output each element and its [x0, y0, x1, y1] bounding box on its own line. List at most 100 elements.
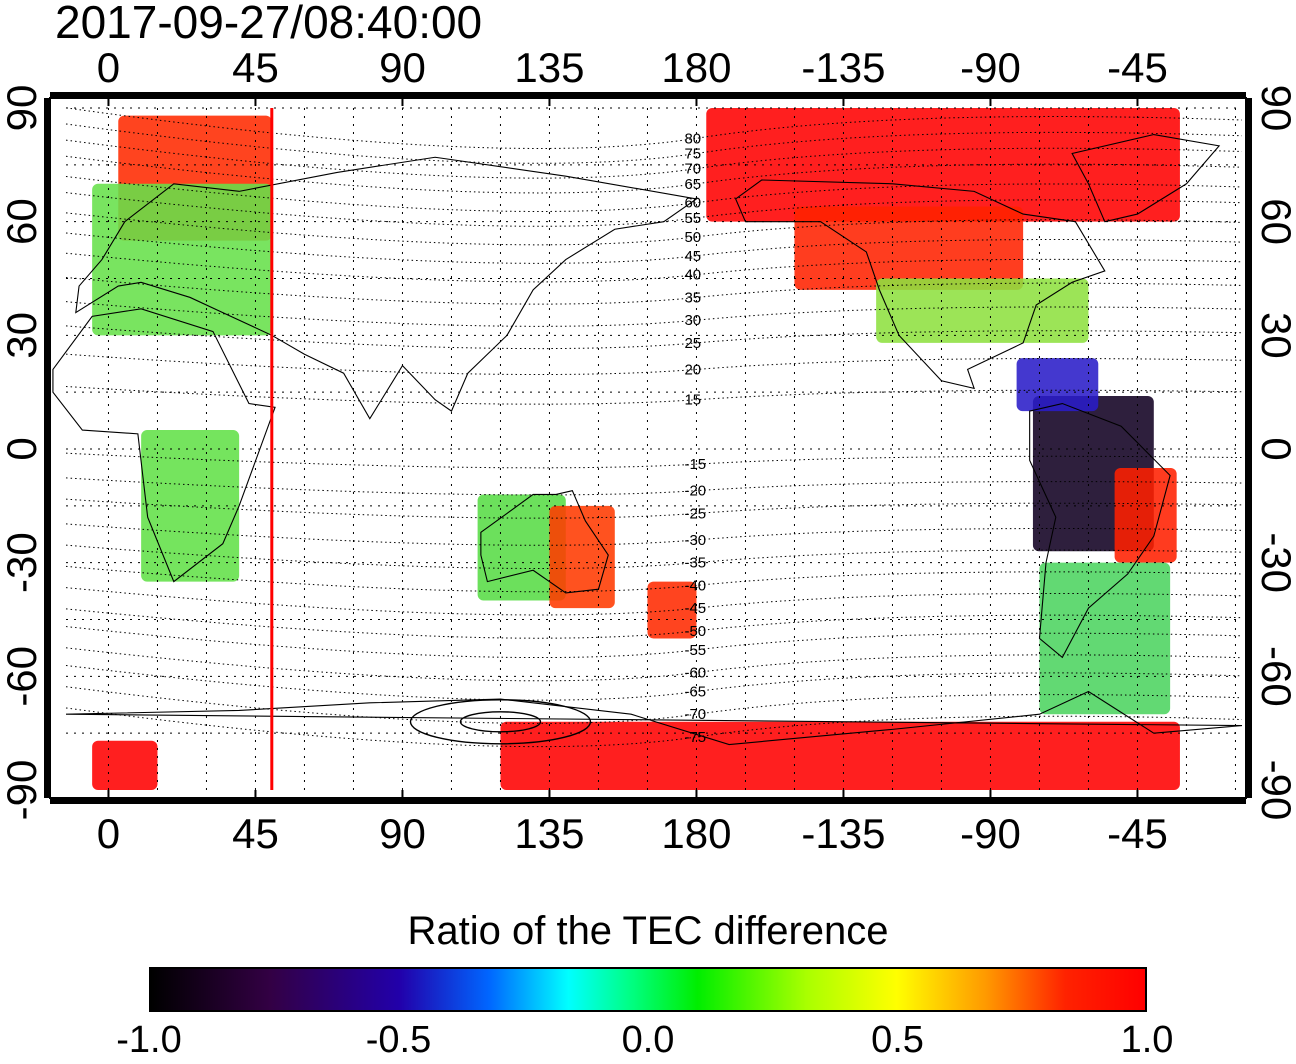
magnetic-latitude-label: 40	[684, 267, 701, 284]
magnetic-contour-line	[65, 155, 1243, 194]
colorbar-title: Ratio of the TEC difference	[407, 909, 889, 953]
top-lon-label: -45	[1107, 44, 1168, 91]
magnetic-latitude-label: -65	[684, 683, 706, 700]
magnetic-latitude-label: 45	[684, 248, 701, 265]
tec-region-africa	[141, 430, 240, 582]
frame-bar	[50, 92, 1246, 98]
coast-south-america	[1029, 402, 1171, 659]
frame-bar	[44, 98, 50, 798]
coast-australia	[480, 490, 609, 594]
tec-region-australia-west	[477, 494, 566, 601]
magnetic-contour-line	[65, 139, 1243, 179]
magnetic-latitude-label: 65	[684, 176, 701, 193]
magnetic-contour-line	[65, 276, 1243, 305]
right-lat-label: -90	[1253, 760, 1296, 821]
bottom-lon-label: 0	[97, 810, 120, 857]
magnetic-contour-line	[65, 301, 1243, 327]
top-lon-label: 90	[379, 44, 426, 91]
bottom-lon-label: 45	[232, 810, 279, 857]
magnetic-contour-line	[65, 686, 1243, 724]
magnetic-latitude-label: 75	[684, 145, 701, 162]
tec-region-antarctic-west	[92, 740, 158, 790]
coast-africa	[52, 308, 276, 583]
colorbar-tick-label: 1.0	[1120, 1019, 1174, 1061]
magnetic-latitude-label: 80	[684, 130, 701, 147]
top-lon-label: 45	[232, 44, 279, 91]
left-lat-label: 90	[0, 85, 45, 132]
magnetic-contour-line	[65, 107, 1243, 149]
tec-region-north-pacific-america-polar	[706, 108, 1180, 222]
colorbar-tick-label: -0.5	[365, 1019, 432, 1061]
magnetic-contour-line	[65, 587, 1243, 616]
magnetic-contour-line	[65, 498, 1243, 519]
magnetic-latitude-label: -60	[684, 665, 706, 682]
magnetic-latitude-label: -55	[684, 642, 706, 659]
coast-antarctica	[65, 690, 1243, 746]
magnetic-contour-line	[65, 325, 1243, 350]
frame-bar	[1246, 98, 1252, 798]
tec-region-new-zealand	[647, 581, 697, 639]
right-lat-label: 90	[1253, 85, 1296, 132]
tec-region-australia-east	[549, 505, 615, 609]
magnetic-latitude-label: -45	[684, 600, 706, 617]
bottom-lon-label: -135	[801, 810, 885, 857]
magnetic-contour-line	[65, 565, 1243, 593]
colorbar-tick-label: 0.5	[871, 1019, 924, 1061]
left-lat-label: -60	[0, 646, 45, 707]
magnetic-latitude-label: -70	[684, 706, 706, 723]
magnetic-latitude-label: -40	[684, 577, 706, 594]
magnetic-contour-line	[65, 232, 1243, 264]
tec-data-layer	[92, 108, 1180, 790]
magnetic-contour-line	[65, 477, 1243, 496]
magnetic-latitude-label: 70	[684, 161, 701, 178]
tec-region-north-america-mid	[876, 278, 1089, 343]
magnetic-latitude-label: 35	[684, 289, 701, 306]
magnetic-contour-line	[65, 544, 1243, 569]
magnetic-contour-line	[65, 707, 1243, 748]
right-lat-label: 30	[1253, 312, 1296, 359]
bottom-lon-label: -90	[960, 810, 1021, 857]
magnetic-latitude-label: -30	[684, 532, 706, 549]
magnetic-latitude-label: 25	[684, 335, 701, 352]
frame-bar	[50, 798, 1246, 804]
magnetic-contour-line	[65, 252, 1243, 283]
tec-region-south-america-blue	[1016, 358, 1099, 412]
magnetic-contour-line	[65, 452, 1243, 469]
top-lon-label: -135	[801, 44, 885, 91]
bottom-lon-label: 135	[514, 810, 584, 857]
magnetic-contour-line	[65, 353, 1243, 376]
magnetic-latitude-label: -50	[684, 623, 706, 640]
left-lat-label: 60	[0, 198, 45, 245]
graticule	[66, 107, 1242, 790]
tec-region-southern-south-america	[1039, 562, 1171, 715]
magnetic-latitude-label: 30	[684, 312, 701, 329]
colorbar-gradient	[149, 967, 1147, 1012]
magnetic-latitude-label: -75	[684, 729, 706, 746]
magnetic-latitude-label: -15	[684, 456, 706, 473]
magnetic-contour-line	[65, 523, 1243, 546]
tec-region-north-america-band	[794, 206, 1024, 290]
colorbar-tick-label: 0.0	[621, 1019, 675, 1061]
bottom-lon-label: -45	[1107, 810, 1168, 857]
frame-border-bars	[44, 92, 1252, 804]
colorbar-tick-label: -1.0	[116, 1019, 182, 1061]
axis-tick-labels: 0 0 45 45 90 90 135 135 180 180 -135 -135 -90 -90 -45 -…	[0, 44, 1296, 857]
south-pole-contour	[409, 699, 592, 745]
magnetic-contour-line	[65, 123, 1243, 164]
coast-greenland	[1071, 133, 1221, 223]
top-lon-label: 135	[514, 44, 584, 91]
coastlines	[52, 133, 1243, 746]
south-pole-contour	[459, 711, 542, 733]
left-lat-label: 30	[0, 312, 45, 359]
right-lat-label: 60	[1253, 198, 1296, 245]
magnetic-latitude-label: -35	[684, 555, 706, 572]
right-lat-label: -60	[1253, 646, 1296, 707]
magnetic-latitude-label: -20	[684, 483, 706, 500]
magnetic-latitude-label: 15	[684, 392, 701, 409]
magnetic-contour-line	[65, 385, 1243, 405]
magnetic-latitude-contours: 8075706560555045403530252015-15-20-25-30…	[65, 107, 1243, 748]
bottom-lon-label: 180	[661, 810, 731, 857]
magnetic-latitude-label: 50	[684, 229, 701, 246]
coast-eurasia	[75, 156, 698, 420]
